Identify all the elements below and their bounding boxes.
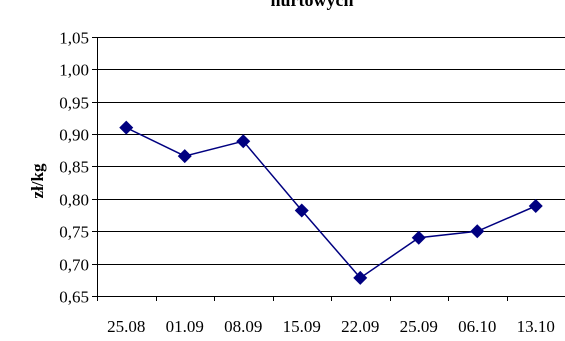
- x-tick-labels: 25.08 01.09 08.09 15.09 22.09 25.09 06.10 13.10: [107, 317, 555, 336]
- y-tick-label: 0,85: [59, 158, 89, 177]
- data-point: [470, 224, 485, 239]
- x-tick-label: 08.09: [224, 317, 262, 336]
- y-tick-label: 0,65: [59, 288, 89, 307]
- y-tick-label: 0,90: [59, 126, 89, 145]
- x-tick-label: 15.09: [283, 317, 321, 336]
- data-point: [411, 230, 426, 245]
- data-point: [528, 198, 543, 213]
- x-tick-label: 13.10: [517, 317, 555, 336]
- data-point: [119, 120, 134, 135]
- chart-title: hurtowych: [270, 0, 353, 10]
- y-tick-labels: 0,65 0,70 0,75 0,80 0,85 0,90 0,95 1,00 1,05: [59, 29, 89, 307]
- y-tick-label: 1,00: [59, 61, 89, 80]
- data-point: [236, 134, 251, 149]
- y-tick-label: 1,05: [59, 29, 89, 48]
- axes: [92, 37, 565, 301]
- data-point: [294, 203, 309, 218]
- x-tick-label: 22.09: [341, 317, 379, 336]
- x-tick-label: 25.08: [107, 317, 145, 336]
- y-tick-label: 0,95: [59, 94, 89, 113]
- data-point: [353, 270, 368, 285]
- y-tick-label: 0,80: [59, 191, 89, 210]
- series: [119, 120, 543, 285]
- y-tick-label: 0,70: [59, 256, 89, 275]
- y-axis-label: zł/kg: [28, 163, 47, 198]
- x-tick-label: 01.09: [166, 317, 204, 336]
- x-tick-label: 06.10: [458, 317, 496, 336]
- x-tick-label: 25.09: [400, 317, 438, 336]
- grid: [97, 37, 565, 297]
- data-point: [177, 149, 192, 164]
- y-tick-label: 0,75: [59, 223, 89, 242]
- series-line: [125, 127, 537, 279]
